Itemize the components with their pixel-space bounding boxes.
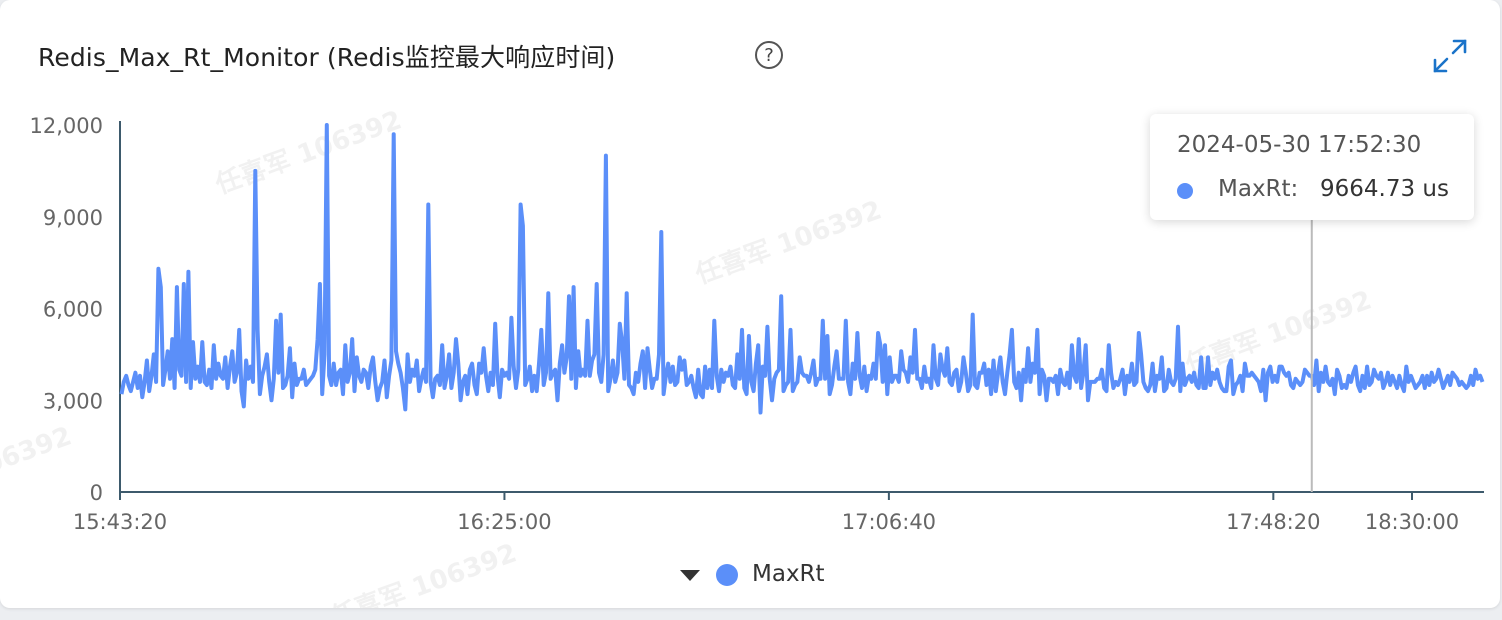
legend-series-dot <box>716 564 738 586</box>
x-tick-label: 18:30:00 <box>1365 510 1459 534</box>
triangle-down-icon[interactable] <box>680 570 700 581</box>
series-line-maxrt <box>119 123 1485 415</box>
chart-tooltip: 2024-05-30 17:52:30 MaxRt: 9664.73 us <box>1150 114 1474 220</box>
line-chart[interactable]: 0 3,000 6,000 9,000 12,000 15:43:20 16:25:00 17… <box>0 90 1500 560</box>
y-tick-label: 6,000 <box>43 298 103 322</box>
y-tick-label: 9,000 <box>43 206 103 230</box>
x-tick-label: 15:43:20 <box>73 510 167 534</box>
chart-panel: Redis_Max_Rt_Monitor (Redis监控最大响应时间) ? 任… <box>0 0 1500 608</box>
x-tick-label: 17:06:40 <box>842 510 936 534</box>
chart-title: Redis_Max_Rt_Monitor (Redis监控最大响应时间) <box>38 43 616 72</box>
y-tick-label: 3,000 <box>43 389 103 413</box>
x-tick-label: 17:48:20 <box>1226 510 1320 534</box>
tooltip-time: 2024-05-30 17:52:30 <box>1177 132 1422 158</box>
tooltip-value: 9664.73 us <box>1320 176 1449 202</box>
expand-arrows-icon[interactable] <box>1432 38 1468 74</box>
legend-series-name[interactable]: MaxRt <box>752 561 825 587</box>
y-tick-label: 0 <box>90 481 103 505</box>
help-icon[interactable]: ? <box>755 41 783 69</box>
y-tick-label: 12,000 <box>30 114 103 138</box>
x-tick-label: 16:25:00 <box>457 510 551 534</box>
tooltip-series-name: MaxRt: <box>1218 176 1299 202</box>
tooltip-series-dot <box>1177 183 1193 199</box>
